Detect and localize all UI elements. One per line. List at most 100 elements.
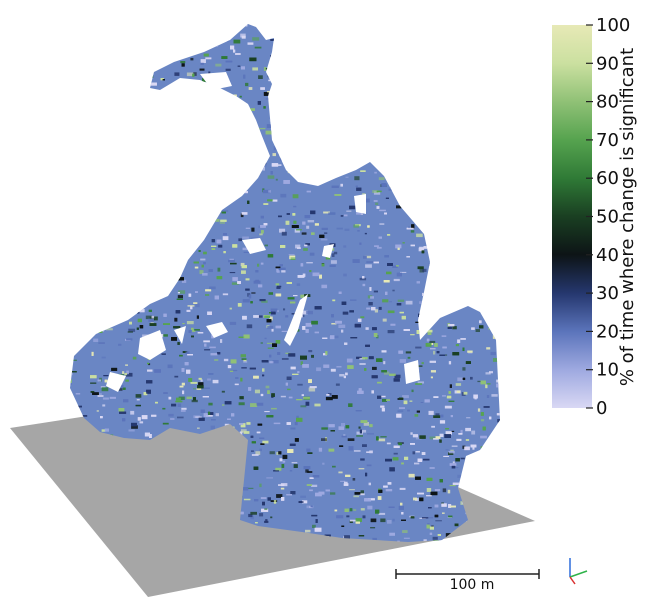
point-cloud-speckle bbox=[415, 383, 422, 385]
point-cloud-speckle bbox=[131, 225, 135, 229]
point-cloud-speckle bbox=[198, 377, 202, 380]
point-cloud-speckle bbox=[196, 41, 202, 44]
point-cloud-speckle bbox=[478, 21, 481, 22]
point-cloud-speckle bbox=[453, 216, 456, 219]
point-cloud-speckle bbox=[99, 318, 105, 320]
point-cloud-speckle bbox=[157, 246, 163, 251]
point-cloud-speckle bbox=[400, 48, 407, 52]
point-cloud-speckle bbox=[370, 129, 374, 133]
point-cloud-speckle bbox=[244, 120, 252, 122]
point-cloud-speckle bbox=[349, 141, 355, 146]
point-cloud-speckle bbox=[265, 98, 269, 100]
point-cloud-speckle bbox=[180, 410, 186, 412]
point-cloud-speckle bbox=[73, 175, 80, 179]
point-cloud-speckle bbox=[73, 523, 80, 526]
point-cloud-speckle bbox=[137, 318, 142, 323]
point-cloud-speckle bbox=[470, 286, 477, 291]
point-cloud-speckle bbox=[421, 220, 428, 222]
point-cloud-speckle bbox=[89, 283, 93, 286]
point-cloud-speckle bbox=[504, 316, 508, 318]
point-cloud-speckle bbox=[203, 92, 209, 95]
point-cloud-speckle bbox=[267, 199, 274, 202]
point-cloud-speckle bbox=[499, 214, 500, 218]
point-cloud-speckle bbox=[298, 152, 303, 154]
point-cloud-speckle bbox=[81, 75, 84, 78]
point-cloud-speckle bbox=[301, 310, 308, 315]
point-cloud-speckle bbox=[412, 451, 416, 455]
point-cloud-speckle bbox=[471, 58, 475, 62]
point-cloud-speckle bbox=[425, 194, 431, 198]
point-cloud-speckle bbox=[321, 118, 326, 121]
point-cloud-speckle bbox=[452, 461, 455, 465]
point-cloud-speckle bbox=[199, 68, 205, 71]
point-cloud-speckle bbox=[374, 171, 377, 174]
point-cloud-speckle bbox=[435, 75, 443, 77]
point-cloud-speckle bbox=[343, 132, 349, 135]
point-cloud-speckle bbox=[393, 70, 397, 73]
point-cloud-speckle bbox=[359, 24, 367, 27]
point-cloud-speckle bbox=[491, 253, 494, 257]
point-cloud-speckle bbox=[498, 490, 500, 493]
point-cloud-speckle bbox=[476, 134, 480, 137]
point-cloud-speckle bbox=[241, 35, 246, 39]
point-cloud-speckle bbox=[489, 416, 492, 420]
point-cloud-speckle bbox=[422, 107, 426, 112]
point-cloud-speckle bbox=[260, 393, 264, 397]
point-cloud-speckle bbox=[205, 129, 211, 132]
point-cloud-speckle bbox=[286, 92, 293, 95]
point-cloud-speckle bbox=[378, 132, 381, 135]
point-cloud-speckle bbox=[70, 53, 71, 55]
point-cloud-speckle bbox=[78, 405, 82, 408]
point-cloud-speckle bbox=[204, 210, 209, 212]
point-cloud-speckle bbox=[126, 25, 131, 28]
point-cloud-speckle bbox=[498, 294, 500, 299]
point-cloud-speckle bbox=[376, 246, 382, 249]
point-cloud-speckle bbox=[282, 460, 286, 463]
point-cloud-speckle bbox=[341, 435, 347, 438]
point-cloud-speckle bbox=[326, 394, 330, 396]
point-cloud-speckle bbox=[83, 78, 89, 81]
point-cloud-speckle bbox=[447, 253, 454, 256]
point-cloud-speckle bbox=[279, 55, 286, 59]
point-cloud-speckle bbox=[245, 124, 252, 127]
point-cloud-speckle bbox=[150, 50, 158, 52]
point-cloud-speckle bbox=[448, 134, 453, 138]
point-cloud-speckle bbox=[245, 137, 250, 139]
point-cloud-speckle bbox=[334, 139, 338, 144]
point-cloud-speckle bbox=[215, 191, 218, 194]
point-cloud-speckle bbox=[340, 150, 348, 152]
point-cloud-speckle bbox=[224, 200, 230, 202]
point-cloud-speckle bbox=[470, 233, 475, 235]
point-cloud-speckle bbox=[204, 38, 209, 40]
point-cloud-speckle bbox=[217, 267, 221, 272]
point-cloud-speckle bbox=[273, 62, 280, 65]
point-cloud-speckle bbox=[76, 39, 82, 43]
point-cloud-speckle bbox=[103, 375, 109, 377]
point-cloud-speckle bbox=[180, 79, 187, 84]
point-cloud-speckle bbox=[177, 292, 180, 294]
point-cloud-speckle bbox=[139, 421, 144, 424]
point-cloud-speckle bbox=[284, 64, 288, 66]
point-cloud-speckle bbox=[104, 140, 111, 144]
point-cloud-speckle bbox=[75, 393, 81, 395]
point-cloud-speckle bbox=[367, 41, 370, 43]
point-cloud-speckle bbox=[251, 158, 256, 161]
point-cloud-speckle bbox=[483, 170, 487, 173]
point-cloud-speckle bbox=[132, 356, 137, 360]
point-cloud-speckle bbox=[397, 186, 404, 188]
point-cloud-speckle bbox=[146, 75, 154, 78]
point-cloud-speckle bbox=[76, 186, 80, 190]
point-cloud-speckle bbox=[175, 32, 179, 36]
point-cloud-speckle bbox=[93, 79, 99, 83]
point-cloud-speckle bbox=[378, 177, 385, 181]
point-cloud-speckle bbox=[177, 403, 182, 407]
point-cloud-speckle bbox=[179, 199, 182, 202]
point-cloud-speckle bbox=[90, 375, 97, 379]
point-cloud-speckle bbox=[118, 215, 122, 219]
point-cloud-speckle bbox=[458, 296, 462, 299]
point-cloud-speckle bbox=[416, 233, 423, 238]
point-cloud-speckle bbox=[215, 63, 222, 67]
point-cloud-speckle bbox=[312, 74, 316, 76]
point-cloud-speckle bbox=[99, 159, 104, 162]
point-cloud-speckle bbox=[80, 241, 88, 243]
